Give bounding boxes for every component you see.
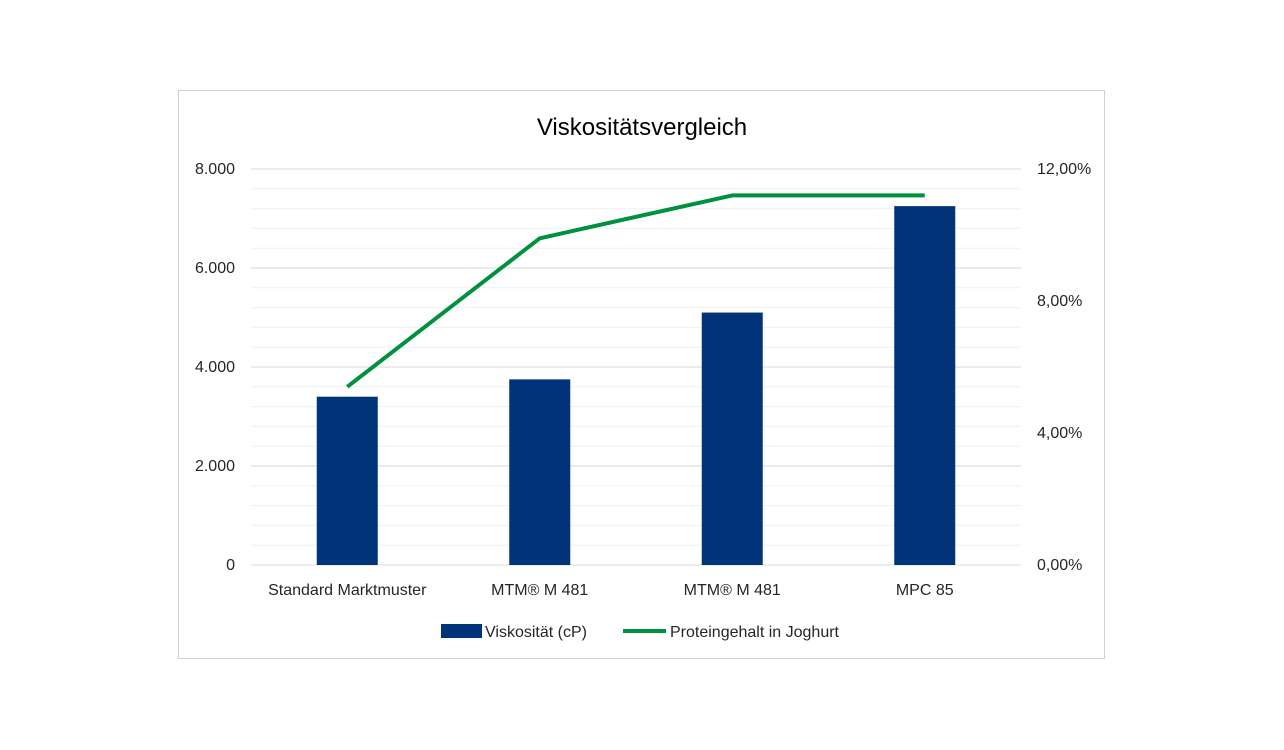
x-tick-label: MTM® M 481: [491, 582, 588, 599]
x-tick-label: Standard Marktmuster: [268, 582, 427, 599]
left-tick-label: 4.000: [195, 359, 235, 376]
x-tick-label: MPC 85: [896, 582, 954, 599]
bar-series: [316, 206, 956, 565]
right-axis: 0,00% 4,00% 8,00% 12,00%: [1037, 161, 1091, 574]
bar: [509, 379, 571, 565]
left-tick-label: 0: [226, 557, 235, 574]
legend: Viskosität (cP) Proteingehalt in Joghurt: [441, 624, 840, 641]
legend-bar-swatch: [441, 624, 482, 638]
line-series: [346, 193, 925, 389]
chart-title: Viskositätsvergleich: [537, 114, 747, 141]
left-tick-label: 6.000: [195, 260, 235, 277]
x-tick-label: MTM® M 481: [684, 582, 781, 599]
chart-frame: Viskositätsvergleich 0 2.000 4.000 6.000 8.0…: [178, 90, 1105, 659]
right-tick-label: 0,00%: [1037, 557, 1082, 574]
x-axis: Standard Marktmuster MTM® M 481 MTM® M 481…: [268, 582, 954, 599]
legend-line-label: Proteingehalt in Joghurt: [670, 624, 840, 641]
left-axis: 0 2.000 4.000 6.000 8.000: [195, 161, 235, 574]
bar: [316, 396, 378, 565]
bar: [701, 312, 763, 565]
left-tick-label: 8.000: [195, 161, 235, 178]
right-tick-label: 4,00%: [1037, 425, 1082, 442]
bar: [894, 206, 956, 565]
legend-bar-label: Viskosität (cP): [485, 624, 587, 641]
left-tick-label: 2.000: [195, 458, 235, 475]
right-tick-label: 12,00%: [1037, 161, 1091, 178]
right-tick-label: 8,00%: [1037, 293, 1082, 310]
series-line: [346, 193, 925, 389]
chart-svg: Viskositätsvergleich 0 2.000 4.000 6.000 8.0…: [195, 114, 1091, 641]
grid-lines: [251, 168, 1021, 566]
